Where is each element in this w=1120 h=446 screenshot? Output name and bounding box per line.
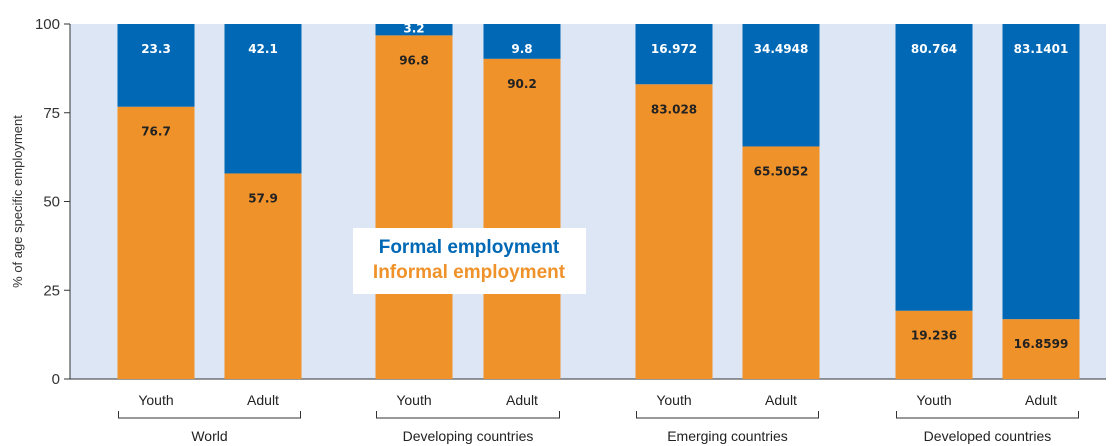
bar-informal-developed-countries-adult — [1002, 319, 1080, 379]
y-tick-label: 75 — [43, 105, 60, 122]
legend-background — [353, 228, 586, 294]
group-bracket — [896, 411, 1079, 419]
y-tick-label: 100 — [35, 16, 60, 33]
x-category-label: Youth — [656, 392, 691, 408]
x-category-label: Adult — [1025, 392, 1057, 408]
bar-formal-world-youth — [117, 24, 195, 107]
group-bracket — [376, 411, 560, 419]
legend: Formal employment Informal employment — [353, 228, 586, 294]
data-label-formal: 83.1401 — [1014, 42, 1069, 56]
x-category-label: Youth — [396, 392, 431, 408]
data-label-formal: 23.3 — [141, 42, 171, 56]
data-label-informal: 96.8 — [399, 53, 429, 67]
bar-formal-emerging-countries-youth — [635, 24, 713, 85]
bar-informal-developed-countries-youth — [895, 310, 973, 379]
data-label-formal: 42.1 — [248, 42, 278, 56]
data-label-informal: 76.7 — [141, 125, 171, 139]
data-label-informal: 57.9 — [248, 191, 278, 205]
data-label-formal: 3.2 — [403, 21, 424, 35]
data-label-formal: 34.4948 — [754, 42, 809, 56]
bar-formal-emerging-countries-adult — [742, 24, 820, 147]
bar-formal-world-adult — [224, 24, 302, 174]
bar-formal-developed-countries-adult — [1002, 24, 1080, 320]
data-label-informal: 16.8599 — [1014, 337, 1069, 351]
y-tick-label: 25 — [43, 282, 60, 299]
data-label-informal: 83.028 — [651, 102, 697, 116]
bar-informal-emerging-countries-adult — [742, 146, 820, 379]
bar-informal-world-youth — [117, 106, 195, 379]
y-tick-label: 50 — [43, 194, 60, 211]
bars: 23.3 76.7 42.1 57.9 3.2 96.8 9.8 90.2 16.972 83.0… — [117, 21, 1080, 380]
x-axis: Youth Adult World Youth Adult Developing coun… — [118, 392, 1079, 444]
x-group-label: Emerging countries — [667, 428, 788, 444]
bar-formal-developing-countries-youth — [375, 24, 453, 36]
group-bracket — [636, 411, 819, 419]
y-axis-label: % of age specific employment — [10, 115, 25, 288]
data-label-formal: 9.8 — [511, 42, 532, 56]
bar-formal-developing-countries-adult — [483, 24, 561, 59]
bar-informal-developing-countries-adult — [483, 58, 561, 379]
data-label-formal: 80.764 — [911, 42, 957, 56]
data-label-informal: 90.2 — [507, 77, 537, 91]
x-category-label: Adult — [765, 392, 797, 408]
bar-informal-world-adult — [224, 173, 302, 379]
x-category-label: Youth — [916, 392, 951, 408]
x-group-label: World — [191, 428, 227, 444]
bar-informal-developing-countries-youth — [375, 35, 453, 380]
data-label-informal: 65.5052 — [754, 164, 809, 178]
x-category-label: Adult — [506, 392, 538, 408]
legend-informal-employment: Informal employment — [373, 262, 566, 283]
y-tick-label: 0 — [52, 371, 60, 388]
x-group-label: Developed countries — [924, 428, 1052, 444]
group-bracket — [118, 411, 301, 419]
data-label-formal: 16.972 — [651, 42, 697, 56]
bar-informal-emerging-countries-youth — [635, 84, 713, 379]
x-category-label: Youth — [138, 392, 173, 408]
data-label-informal: 19.236 — [911, 329, 957, 343]
legend-formal-employment: Formal employment — [379, 237, 560, 258]
x-category-label: Adult — [247, 392, 279, 408]
bar-formal-developed-countries-youth — [895, 24, 973, 311]
x-group-label: Developing countries — [403, 428, 534, 444]
